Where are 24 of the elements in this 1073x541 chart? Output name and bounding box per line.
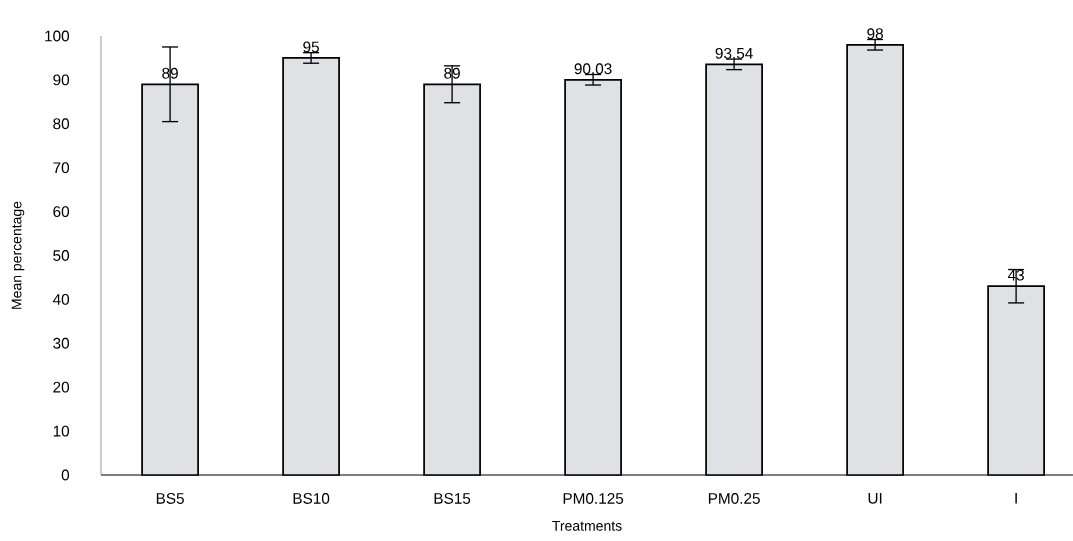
y-tick-label: 30: [53, 337, 70, 349]
x-tick-label: PM0.25: [708, 493, 760, 504]
data-label: 98: [867, 28, 883, 40]
y-tick-label: 90: [53, 74, 70, 86]
y-tick-label: 70: [53, 162, 70, 174]
x-tick-label: BS5: [156, 493, 184, 504]
data-label: 90.03: [574, 63, 612, 75]
y-tick-label: 60: [53, 206, 70, 218]
y-tick-label: 100: [45, 30, 70, 42]
y-tick-label: 40: [52, 293, 70, 305]
y-tick-label: 50: [53, 250, 70, 261]
x-axis-title: Treatments: [552, 521, 622, 531]
x-tick-label: BS10: [293, 493, 330, 504]
y-tick-label: 20: [53, 381, 70, 393]
y-tick-label: 80: [53, 118, 70, 130]
y-axis-title: Mean percentage: [11, 201, 25, 309]
x-tick-label: PM0.125: [563, 493, 624, 504]
x-tick-label: BS15: [434, 493, 471, 504]
data-label: 95: [303, 41, 319, 53]
y-tick-label: 0: [61, 469, 70, 481]
x-tick-label: UI: [868, 493, 882, 504]
x-tick-label: I: [1015, 493, 1017, 504]
y-tick-label: 10: [53, 425, 70, 437]
data-label: 93.54: [715, 47, 753, 59]
